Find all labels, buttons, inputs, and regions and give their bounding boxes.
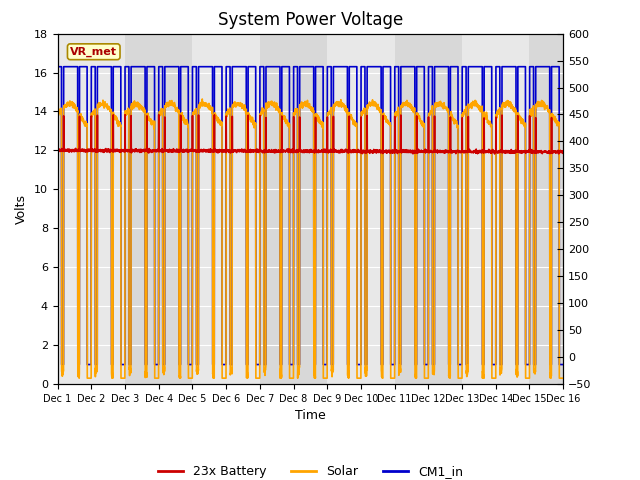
Bar	[193, 34, 260, 384]
Bar	[125, 34, 193, 384]
Bar	[462, 34, 529, 384]
Bar	[260, 34, 327, 384]
X-axis label: Time: Time	[295, 409, 326, 422]
Bar	[395, 34, 462, 384]
Y-axis label: Volts: Volts	[15, 194, 28, 224]
Text: VR_met: VR_met	[70, 47, 117, 57]
Bar	[58, 34, 125, 384]
Title: System Power Voltage: System Power Voltage	[218, 11, 403, 29]
Bar	[327, 34, 395, 384]
Bar	[529, 34, 563, 384]
Legend: 23x Battery, Solar, CM1_in: 23x Battery, Solar, CM1_in	[153, 460, 468, 480]
